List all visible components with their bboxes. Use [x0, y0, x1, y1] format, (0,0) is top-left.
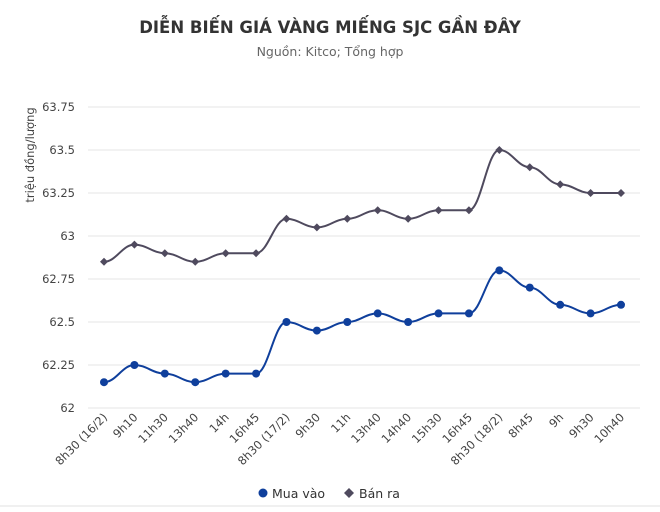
- y-tick-label: 63.25: [42, 186, 75, 200]
- y-tick-label: 62: [60, 401, 75, 415]
- legend-marker-circle: [258, 488, 268, 498]
- data-point-diamond: [404, 214, 413, 223]
- data-point-diamond: [282, 214, 291, 223]
- data-point-diamond: [312, 223, 321, 232]
- data-point-circle: [525, 283, 534, 292]
- x-tick-label: 8h30 (16/2): [52, 410, 110, 468]
- data-point-circle: [312, 326, 321, 335]
- y-tick-label: 63.5: [49, 143, 75, 157]
- x-tick-label: 15h30: [409, 410, 445, 446]
- data-point-diamond: [100, 257, 108, 266]
- x-tick-label: 11h: [328, 410, 353, 435]
- chart-title: DIỄN BIẾN GIÁ VÀNG MIẾNG SJC GẦN ĐÂY: [139, 18, 521, 37]
- chart-subtitle: Nguồn: Kitco; Tổng hợp: [256, 44, 404, 59]
- data-point-circle: [586, 309, 595, 318]
- data-point-diamond: [464, 206, 473, 215]
- x-tick-label: 13h40: [166, 410, 202, 446]
- data-point-circle: [191, 378, 200, 387]
- data-point-circle: [343, 318, 352, 326]
- data-point-diamond: [191, 257, 200, 266]
- data-point-circle: [434, 309, 443, 318]
- data-point-diamond: [586, 189, 595, 197]
- series-line-1: [103, 148, 621, 263]
- data-point-diamond: [434, 206, 443, 215]
- y-tick-label: 62.5: [49, 315, 75, 329]
- data-point-diamond: [160, 249, 169, 258]
- x-tick-label: 9h: [546, 410, 566, 430]
- data-point-circle: [617, 300, 625, 309]
- data-point-circle: [464, 309, 473, 318]
- data-point-diamond: [252, 249, 261, 258]
- data-point-circle: [100, 378, 108, 387]
- y-tick-label: 63: [60, 229, 75, 243]
- data-point-circle: [495, 266, 504, 275]
- legend-label: Bán ra: [359, 486, 400, 501]
- data-point-circle: [252, 369, 261, 378]
- x-tick-label: 9h30: [292, 410, 323, 441]
- x-tick-label: 8h45: [505, 410, 536, 441]
- y-axis-label: triệu đồng/lượng: [23, 107, 37, 202]
- legend-marker-diamond: [344, 488, 354, 498]
- x-tick-label: 13h40: [348, 410, 384, 446]
- data-point-circle: [160, 369, 169, 378]
- legend-label: Mua vào: [272, 486, 325, 501]
- data-point-circle: [130, 361, 139, 369]
- x-tick-label: 14h: [206, 410, 231, 435]
- data-point-diamond: [525, 163, 534, 172]
- data-point-diamond: [556, 180, 565, 189]
- data-point-circle: [282, 318, 291, 326]
- data-point-circle: [404, 318, 413, 326]
- y-tick-label: 63.75: [42, 100, 75, 114]
- x-tick-label: 11h30: [135, 410, 171, 446]
- data-point-circle: [373, 309, 382, 318]
- data-point-diamond: [221, 249, 230, 258]
- x-tick-label: 10h40: [591, 410, 627, 446]
- y-tick-label: 62.25: [42, 358, 75, 372]
- x-tick-label: 14h40: [378, 410, 414, 446]
- data-point-diamond: [343, 214, 352, 223]
- data-point-diamond: [495, 146, 504, 154]
- data-point-diamond: [373, 206, 382, 215]
- data-point-diamond: [617, 189, 625, 197]
- data-point-circle: [556, 300, 565, 309]
- data-point-circle: [221, 369, 230, 378]
- data-point-diamond: [130, 240, 139, 249]
- y-tick-label: 62.75: [42, 272, 75, 286]
